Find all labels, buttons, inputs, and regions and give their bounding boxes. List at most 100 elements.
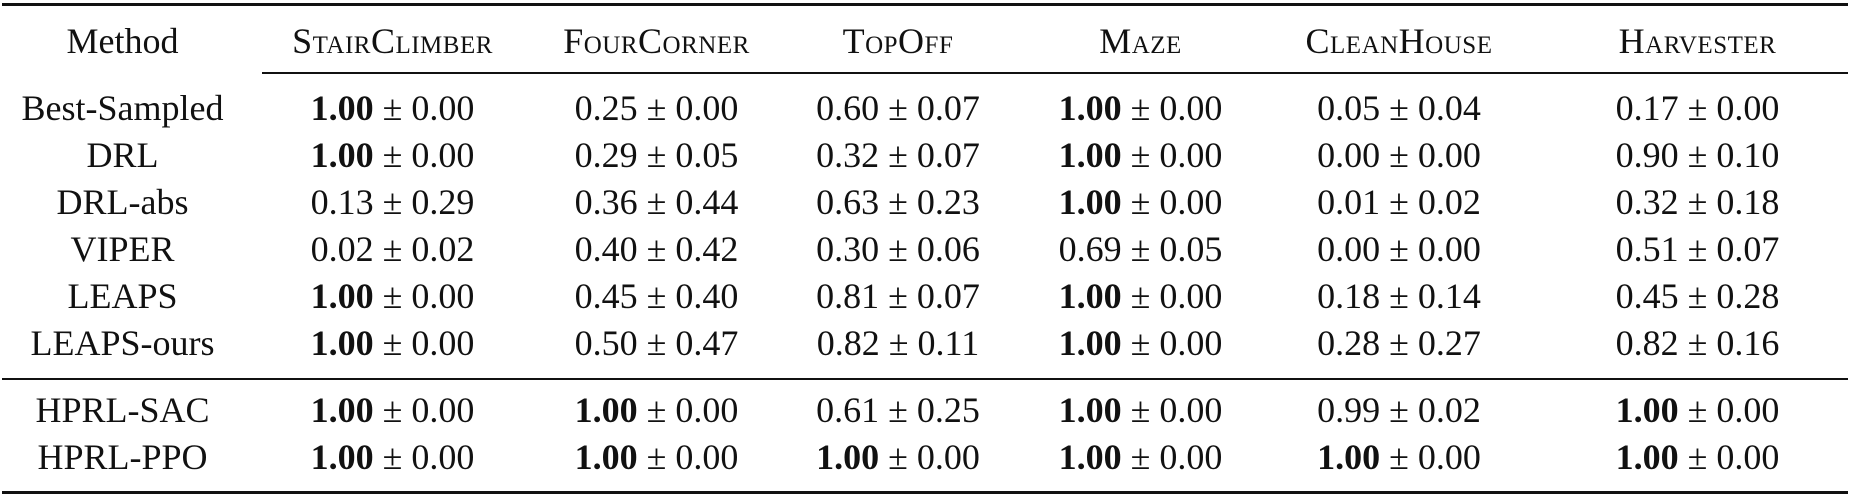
column-header-method: Method [66,21,179,61]
score-std: 0.07 [916,134,980,175]
score-std: 0.00 [1159,87,1223,128]
plus-minus-symbol: ± [888,87,908,128]
score-mean: 1.00 [1615,389,1679,430]
plus-minus-symbol: ± [1389,389,1409,430]
score-std: 0.40 [675,275,739,316]
score-std: 0.07 [916,275,980,316]
score-mean: 0.17 [1615,87,1679,128]
score-std: 0.04 [1417,87,1481,128]
score-value: 0.82 ± 0.11 [817,325,979,361]
plus-minus-symbol: ± [888,322,909,363]
plus-minus-symbol: ± [382,181,403,222]
score-cell: 1.00 ± 0.00 [1258,433,1540,480]
plus-minus-symbol: ± [646,322,667,363]
plus-minus-symbol: ± [382,322,403,363]
score-mean: 1.00 [1615,436,1679,477]
score-cell: 0.02 ± 0.02 [245,225,540,272]
plus-minus-symbol: ± [1130,87,1151,128]
score-mean: 1.00 [816,436,880,477]
plus-minus-symbol: ± [1130,322,1151,363]
score-cell: 0.40 ± 0.42 [540,225,773,272]
score-value: 0.28 ± 0.27 [1317,325,1481,361]
score-cell: 1.00 ± 0.00 [1540,433,1855,480]
score-std: 0.00 [1159,275,1223,316]
plus-minus-symbol: ± [888,228,908,269]
score-value: 0.17 ± 0.00 [1616,90,1780,126]
table-row: VIPER 0.02 ± 0.02 0.40 ± 0.42 0.30 ± 0.06 0.… [0,225,1855,272]
score-std: 0.23 [916,181,980,222]
score-value: 0.25 ± 0.00 [575,90,739,126]
score-value: 0.18 ± 0.14 [1317,278,1481,314]
score-cell: 1.00 ± 0.00 [245,131,540,178]
score-cell: 0.13 ± 0.29 [245,178,540,225]
score-std: 0.00 [675,87,739,128]
plus-minus-symbol: ± [646,228,667,269]
table-row: DRL-abs 0.13 ± 0.29 0.36 ± 0.44 0.63 ± 0.23… [0,178,1855,225]
score-std: 0.02 [411,228,475,269]
score-cell: 1.00 ± 0.00 [245,272,540,319]
score-cell: 1.00 ± 0.00 [1023,178,1258,225]
plus-minus-symbol: ± [1130,181,1151,222]
plus-minus-symbol: ± [1687,134,1708,175]
score-std: 0.07 [1716,228,1780,269]
score-std: 0.27 [1417,322,1481,363]
plus-minus-symbol: ± [646,436,667,477]
method-name-cell: Best-Sampled [21,87,224,128]
group-separator-rule [2,378,1848,380]
score-value: 1.00 ± 0.00 [1059,325,1223,361]
plus-minus-symbol: ± [382,436,403,477]
plus-minus-symbol: ± [646,389,667,430]
score-cell: 0.28 ± 0.27 [1258,319,1540,366]
score-mean: 0.00 [1317,228,1381,269]
score-cell: 0.30 ± 0.06 [773,225,1023,272]
score-cell: 1.00 ± 0.00 [245,386,540,433]
score-std: 0.00 [1159,181,1223,222]
score-value: 0.29 ± 0.05 [575,137,739,173]
score-cell: 1.00 ± 0.00 [1023,84,1258,131]
plus-minus-symbol: ± [1389,436,1409,477]
score-mean: 0.02 [310,228,374,269]
score-mean: 1.00 [1317,436,1381,477]
score-std: 0.00 [411,134,475,175]
score-value: 1.00 ± 0.00 [575,439,739,475]
score-cell: 0.00 ± 0.00 [1258,131,1540,178]
plus-minus-symbol: ± [646,275,667,316]
table-row: HPRL-SAC 1.00 ± 0.00 1.00 ± 0.00 0.61 ± 0.2… [0,386,1855,433]
plus-minus-symbol: ± [888,436,908,477]
table-row: HPRL-PPO 1.00 ± 0.00 1.00 ± 0.00 1.00 ± 0.0… [0,433,1855,480]
top-rule [2,3,1848,6]
score-value: 0.01 ± 0.02 [1317,184,1481,220]
score-mean: 0.00 [1317,134,1381,175]
score-std: 0.05 [1159,228,1223,269]
score-cell: 0.69 ± 0.05 [1023,225,1258,272]
score-value: 1.00 ± 0.00 [1059,184,1223,220]
table-row: LEAPS 1.00 ± 0.00 0.45 ± 0.40 0.81 ± 0.07 1.… [0,272,1855,319]
plus-minus-symbol: ± [382,275,403,316]
score-cell: 1.00 ± 0.00 [245,319,540,366]
score-mean: 0.32 [816,134,880,175]
score-value: 0.63 ± 0.23 [816,184,980,220]
method-name-cell: DRL [86,134,159,175]
plus-minus-symbol: ± [888,134,908,175]
plus-minus-symbol: ± [382,228,403,269]
score-cell: 0.51 ± 0.07 [1540,225,1855,272]
score-mean: 0.60 [816,87,880,128]
score-value: 0.40 ± 0.42 [575,231,739,267]
score-cell: 0.05 ± 0.04 [1258,84,1540,131]
score-mean: 1.00 [574,389,638,430]
score-mean: 1.00 [1058,436,1122,477]
score-value: 1.00 ± 0.00 [311,90,475,126]
header-row: Method StairClimber FourCorner TopOff Ma… [0,0,1855,76]
score-cell: 1.00 ± 0.00 [1023,131,1258,178]
score-value: 0.45 ± 0.40 [575,278,739,314]
score-value: 1.00 ± 0.00 [1059,278,1223,314]
plus-minus-symbol: ± [1389,134,1409,175]
score-mean: 0.40 [574,228,638,269]
score-std: 0.00 [1417,436,1481,477]
plus-minus-symbol: ± [1130,134,1151,175]
score-std: 0.14 [1417,275,1481,316]
column-header-stairclimber: StairClimber [292,21,493,61]
score-std: 0.00 [1716,436,1780,477]
plus-minus-symbol: ± [1389,275,1409,316]
results-table: Method StairClimber FourCorner TopOff Ma… [0,0,1855,480]
